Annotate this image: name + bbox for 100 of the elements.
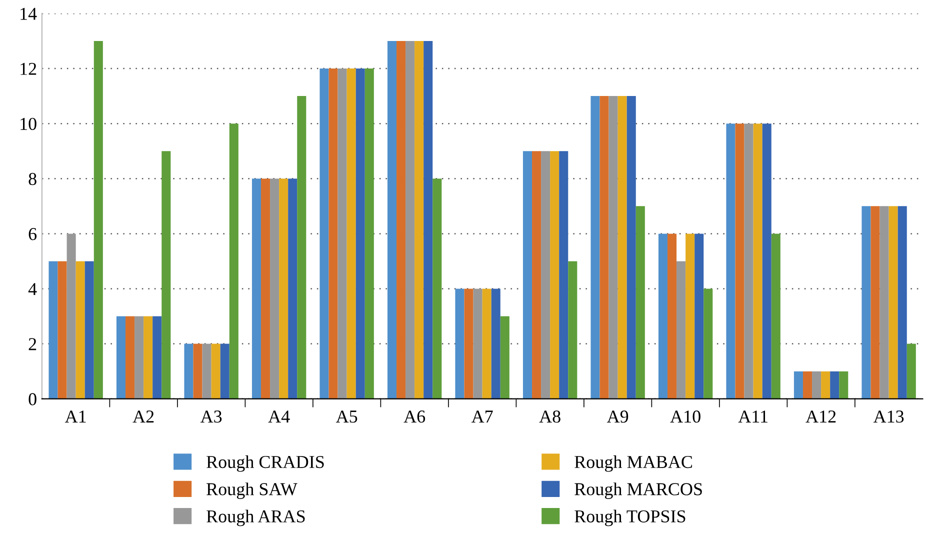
- y-tick-label: 12: [20, 62, 36, 75]
- bar: [898, 206, 907, 399]
- bar: [794, 371, 803, 399]
- bar: [500, 316, 510, 399]
- legend-label: Rough CRADIS: [206, 455, 324, 472]
- y-tick-label: 2: [28, 338, 36, 350]
- legend-label: Rough SAW: [206, 482, 298, 499]
- bar: [667, 234, 677, 399]
- bar: [364, 68, 374, 399]
- bar: [473, 288, 482, 399]
- bar: [491, 288, 500, 399]
- bar: [658, 234, 668, 399]
- bar: [802, 371, 812, 399]
- bar: [252, 178, 261, 399]
- bar: [821, 371, 830, 399]
- bar: [694, 234, 704, 399]
- x-tick-label: A12: [806, 410, 836, 422]
- bar: [152, 316, 162, 399]
- bar: [66, 234, 76, 399]
- bar: [626, 96, 636, 399]
- bar: [346, 68, 356, 399]
- bar: [464, 288, 474, 399]
- bar: [636, 206, 645, 399]
- bar: [522, 151, 532, 399]
- x-tick-label: A8: [539, 410, 560, 423]
- bar: [744, 124, 754, 399]
- bar: [58, 261, 67, 399]
- bar: [202, 344, 212, 399]
- bar: [406, 41, 415, 399]
- bar: [482, 288, 492, 399]
- bar: [870, 206, 880, 399]
- bar: [48, 261, 58, 399]
- x-tick-label: A2: [132, 410, 154, 422]
- bar: [771, 234, 780, 399]
- bar: [211, 344, 220, 399]
- legend-label: Rough TOPSIS: [574, 510, 686, 526]
- y-tick-label: 8: [28, 172, 36, 186]
- bar: [424, 41, 433, 399]
- bar: [270, 178, 280, 399]
- bar: [839, 371, 848, 399]
- bar: [356, 68, 365, 399]
- legend-label: Rough MABAC: [574, 455, 692, 472]
- x-tick-label: A7: [471, 410, 493, 422]
- bar: [144, 316, 153, 399]
- bar: [608, 96, 618, 399]
- bar: [862, 206, 871, 399]
- legend-label: Rough ARAS: [206, 510, 305, 526]
- bar: [116, 316, 126, 399]
- legend-label: Rough MARCOS: [574, 482, 702, 499]
- x-tick-label: A10: [670, 410, 700, 423]
- bar: [260, 178, 270, 399]
- x-tick-label: A4: [268, 410, 290, 422]
- bar: [279, 178, 288, 399]
- bar: [550, 151, 560, 399]
- bar: [830, 371, 840, 399]
- bar: [414, 41, 424, 399]
- y-tick-label: 6: [28, 228, 37, 240]
- y-tick-label: 4: [28, 283, 37, 296]
- bar: [76, 261, 85, 399]
- y-tick-label: 10: [20, 118, 36, 130]
- bar: [704, 288, 713, 399]
- bar: [125, 316, 135, 399]
- x-tick-label: A5: [336, 410, 358, 423]
- bar: [735, 124, 744, 399]
- bar: [888, 206, 898, 399]
- x-tick-label: A13: [873, 410, 904, 423]
- bar: [532, 151, 542, 399]
- bar: [686, 234, 695, 399]
- x-tick-label: A3: [200, 410, 222, 423]
- bar: [590, 96, 600, 399]
- bar: [229, 124, 238, 399]
- bar: [134, 316, 144, 399]
- bar: [297, 96, 306, 399]
- bar: [559, 151, 568, 399]
- bar: [726, 124, 736, 399]
- x-tick-label: A9: [606, 410, 628, 423]
- y-tick-label: 14: [20, 8, 37, 20]
- x-tick-label: A6: [404, 410, 426, 423]
- bar: [288, 178, 298, 399]
- bar: [618, 96, 627, 399]
- bar: [320, 68, 329, 399]
- bar: [880, 206, 889, 399]
- bar: [762, 124, 772, 399]
- bar: [455, 288, 464, 399]
- bar: [162, 151, 171, 399]
- bar: [432, 178, 442, 399]
- bar: [184, 344, 194, 399]
- bar: [84, 261, 94, 399]
- bar: [220, 344, 230, 399]
- y-tick-label: 0: [28, 393, 36, 406]
- bar: [94, 41, 103, 399]
- bar: [387, 41, 396, 399]
- bar: [338, 68, 347, 399]
- bar: [328, 68, 338, 399]
- bar: [676, 261, 686, 399]
- bar: [906, 344, 916, 399]
- bar: [812, 371, 822, 399]
- bar: [541, 151, 550, 399]
- bar: [600, 96, 609, 399]
- x-tick-label: A11: [738, 410, 768, 422]
